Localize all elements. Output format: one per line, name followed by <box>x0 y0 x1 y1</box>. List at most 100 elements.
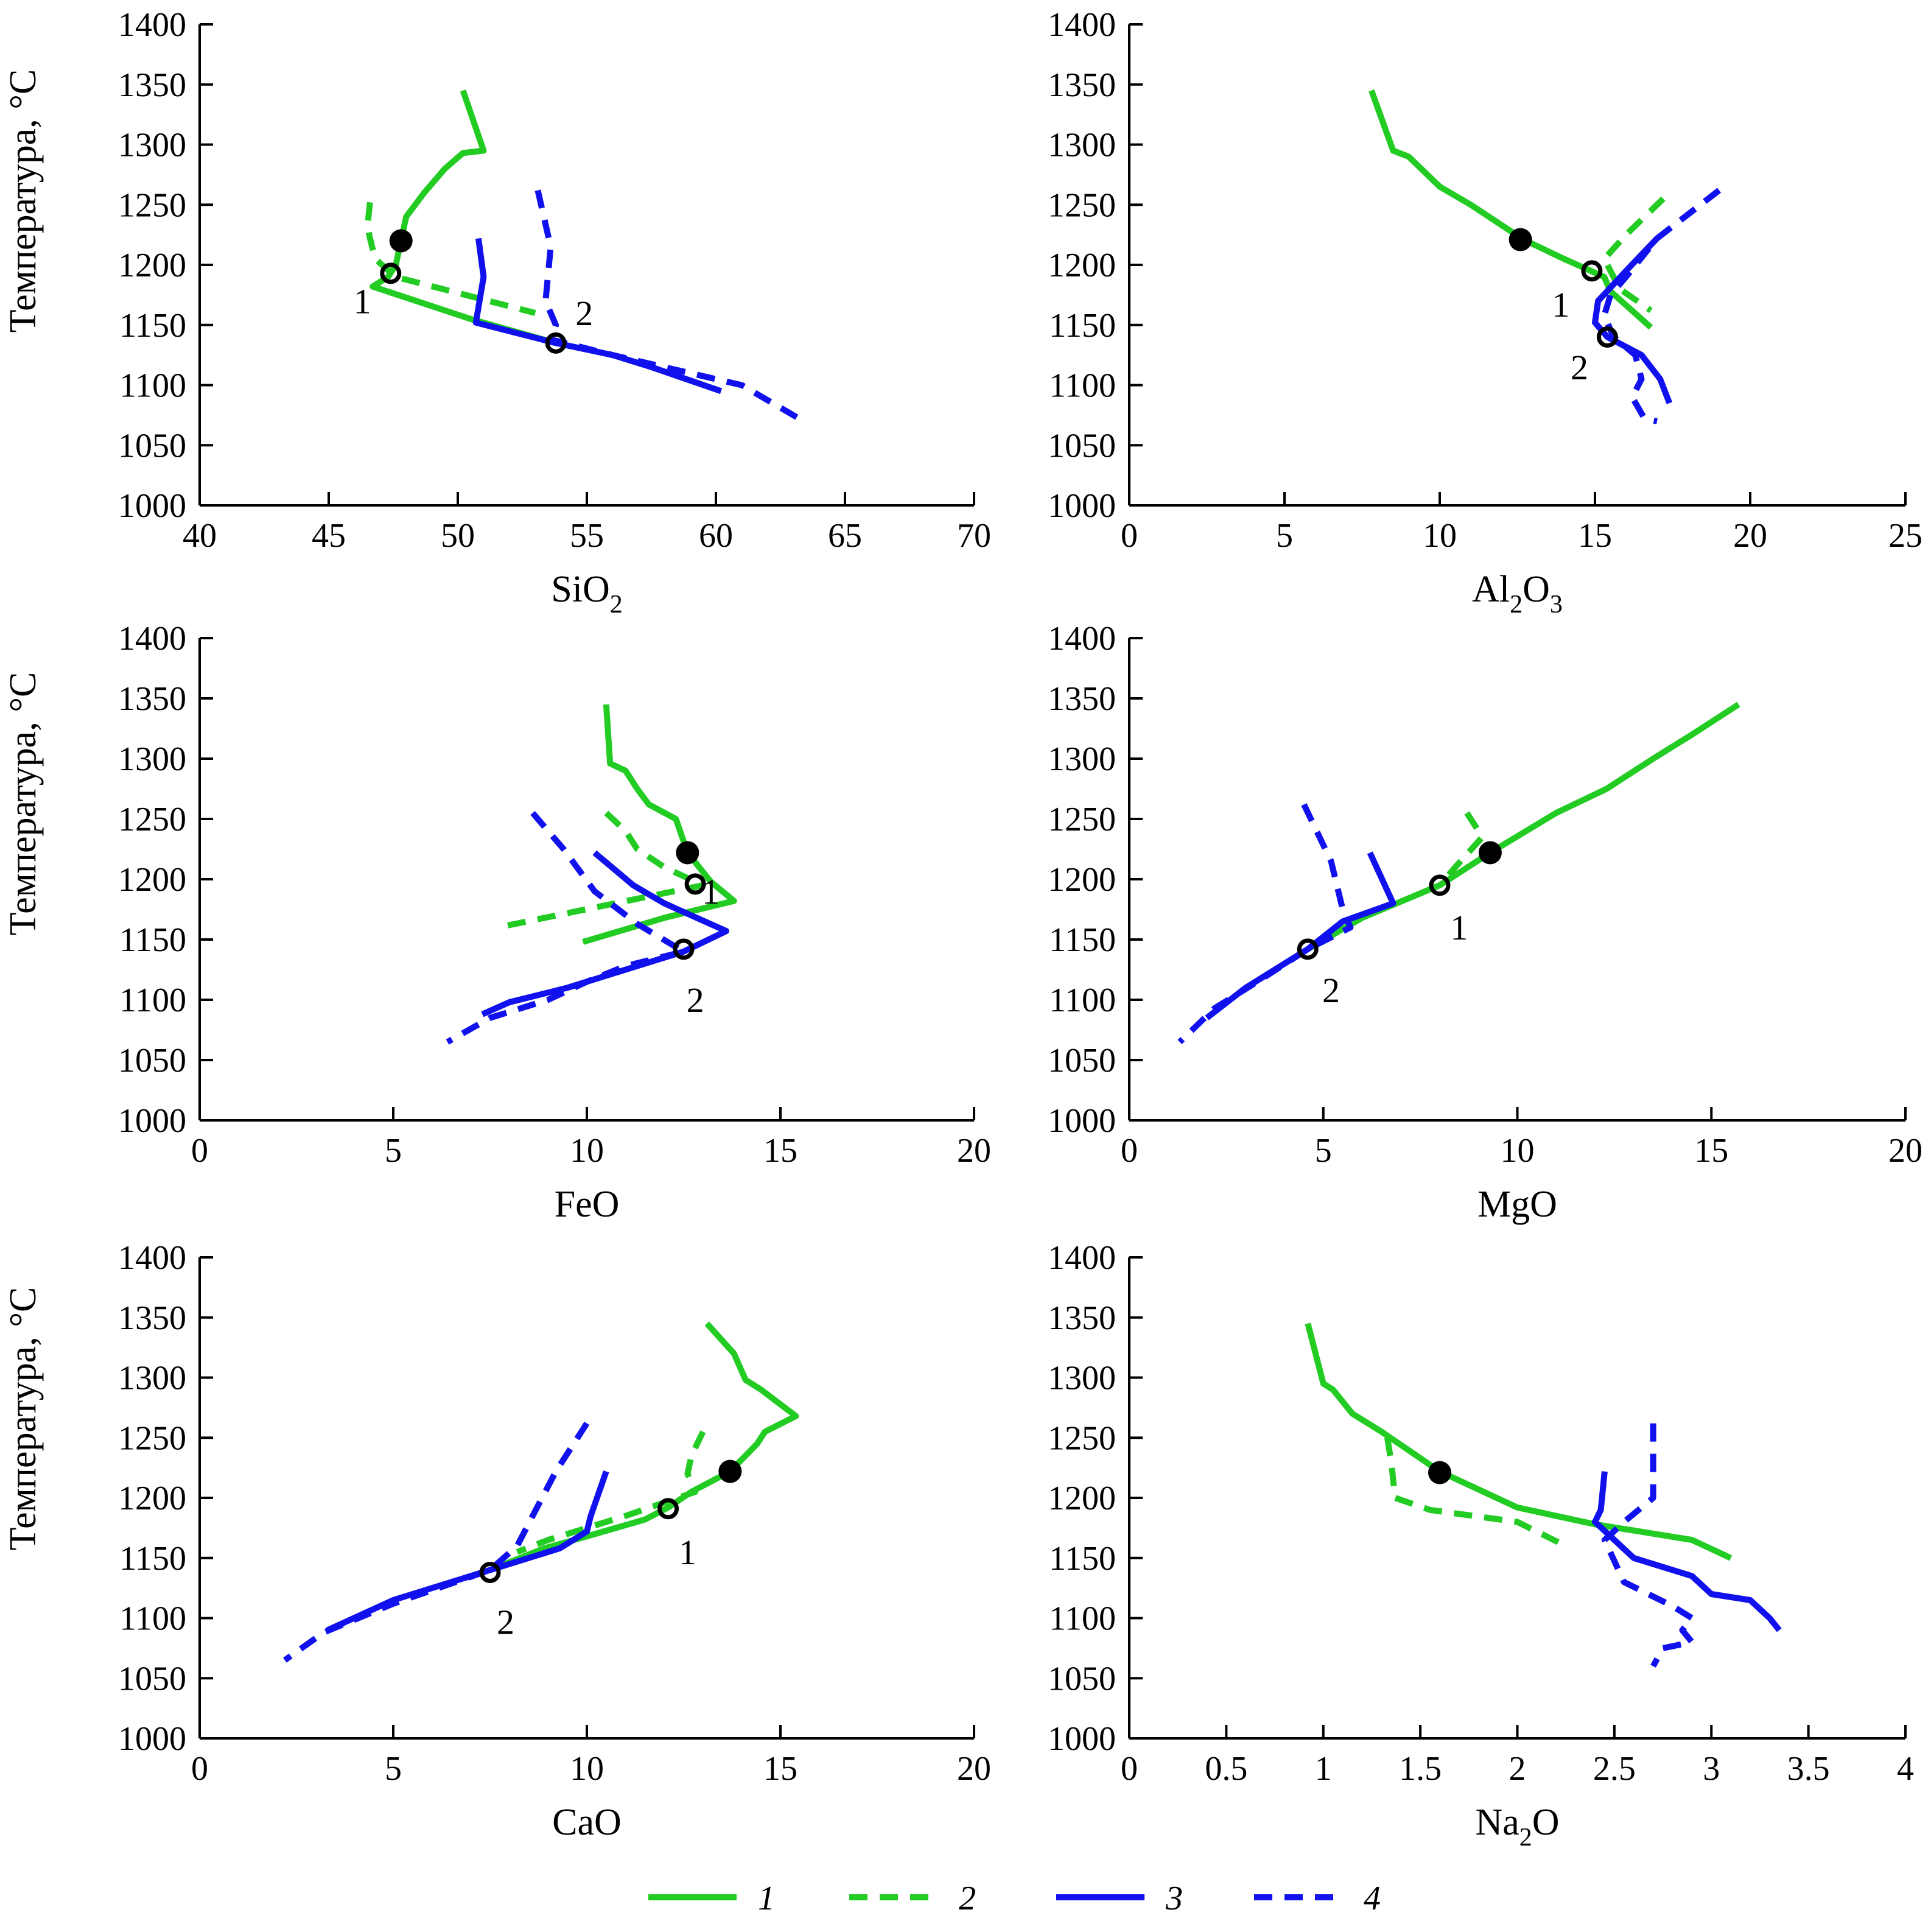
y-tick-label: 1100 <box>1049 1600 1116 1638</box>
x-tick-label: 60 <box>699 517 733 555</box>
series-line-4 <box>1177 803 1354 1044</box>
y-tick-label: 1150 <box>1049 921 1116 959</box>
x-tick-label: 5 <box>385 1750 402 1788</box>
x-tick-label: 0.5 <box>1205 1750 1247 1788</box>
x-tick-label: 20 <box>1733 517 1767 555</box>
y-tick-label: 1300 <box>1048 127 1116 164</box>
series-line-2 <box>1437 811 1486 888</box>
series-line-1 <box>370 89 557 346</box>
series-line-2 <box>516 1430 706 1555</box>
x-tick-label: 15 <box>763 1750 797 1788</box>
marker-open <box>380 262 402 284</box>
y-tick-label: 1200 <box>118 1480 186 1517</box>
x-tick-label: 70 <box>957 517 991 555</box>
y-tick-label: 1150 <box>119 307 186 345</box>
y-tick-label: 1000 <box>118 1102 186 1140</box>
marker-open <box>657 1498 679 1520</box>
point-label: 1 <box>1552 285 1569 325</box>
point-label: 2 <box>1571 348 1588 387</box>
y-tick-label: 1400 <box>118 620 186 658</box>
x-tick-label: 10 <box>570 1132 604 1170</box>
x-tick-label: 4 <box>1897 1750 1914 1788</box>
y-tick-label: 1100 <box>119 982 186 1019</box>
x-tick-label: 25 <box>1888 517 1922 555</box>
y-tick-label: 1200 <box>118 247 186 284</box>
y-tick-label: 1000 <box>118 487 186 525</box>
x-tick-label: 3 <box>1703 1750 1720 1788</box>
series-line-3 <box>472 237 723 395</box>
y-tick-label: 1350 <box>118 66 186 104</box>
x-tick-label: 0 <box>191 1132 208 1170</box>
marker-open <box>545 332 567 354</box>
point-label: 2 <box>687 980 704 1020</box>
y-tick-label: 1250 <box>1048 801 1116 838</box>
y-tick-label: 1300 <box>118 740 186 778</box>
y-tick-label: 1200 <box>1048 247 1116 284</box>
y-tick-label: 1300 <box>118 127 186 164</box>
y-tick-label: 1000 <box>118 1720 186 1758</box>
series-line-1 <box>489 1321 799 1573</box>
y-tick-label: 1300 <box>1048 1360 1116 1397</box>
y-tick-label: 1250 <box>118 186 186 224</box>
series-line-4 <box>534 189 805 424</box>
y-tick-label: 1350 <box>118 1299 186 1337</box>
series-line-3 <box>1205 851 1397 1020</box>
y-tick-label: 1350 <box>118 680 186 718</box>
y-tick-label: 1400 <box>118 1239 186 1277</box>
y-tick-label: 1400 <box>1048 6 1116 44</box>
legend-label-1: 1 <box>758 1880 775 1917</box>
y-axis-label-middle: Температура, °С <box>2 672 44 936</box>
x-tick-label: 15 <box>1578 517 1612 555</box>
y-tick-label: 1050 <box>1048 1042 1116 1080</box>
series-line-4 <box>282 1421 590 1663</box>
x-tick-label: 15 <box>1694 1132 1728 1170</box>
x-tick-label: 40 <box>183 517 217 555</box>
legend-label-3: 3 <box>1165 1880 1183 1917</box>
series-line-2 <box>1384 1437 1568 1549</box>
marker-open <box>1429 874 1451 896</box>
y-tick-label: 1300 <box>118 1360 186 1397</box>
point-label: 2 <box>497 1602 514 1642</box>
point-label: 2 <box>1322 971 1340 1010</box>
x-axis-title: CaO <box>552 1802 622 1843</box>
x-tick-label: 3.5 <box>1787 1750 1830 1788</box>
series-line-1 <box>1369 89 1653 330</box>
x-tick-label: 50 <box>441 517 475 555</box>
x-tick-label: 2 <box>1509 1750 1526 1788</box>
y-tick-label: 1350 <box>1048 66 1116 104</box>
marker-open <box>673 938 695 960</box>
y-tick-label: 1200 <box>118 861 186 899</box>
marker-open <box>1596 326 1618 348</box>
series-line-2 <box>364 202 536 316</box>
series-line-4 <box>1601 188 1722 424</box>
x-tick-label: 55 <box>570 517 604 555</box>
chart-cao: 1000 1050 1100 1150 1200 1250 1300 1350 1400 0 5 10… <box>118 1239 991 1843</box>
marker-filled <box>1509 228 1532 251</box>
y-tick-label: 1000 <box>1048 1720 1116 1758</box>
y-tick-label: 1150 <box>1049 1540 1116 1578</box>
y-tick-label: 1250 <box>118 1419 186 1457</box>
y-tick-label: 1350 <box>1048 1299 1116 1337</box>
x-tick-label: 2.5 <box>1593 1750 1636 1788</box>
x-tick-label: 15 <box>763 1132 797 1170</box>
chart-na2o: 1000 1050 1100 1150 1200 1250 1300 1350 1400 0 0.5… <box>1048 1239 1914 1852</box>
y-tick-label: 1050 <box>1048 1660 1116 1698</box>
x-tick-label: 10 <box>1423 517 1457 555</box>
point-label: 2 <box>575 293 593 333</box>
x-tick-label: 0 <box>1121 1132 1138 1170</box>
series-line-2 <box>497 810 706 931</box>
series-line-2 <box>1601 196 1666 314</box>
x-axis-title: MgO <box>1477 1184 1557 1225</box>
x-tick-label: 5 <box>1276 517 1293 555</box>
y-tick-label: 1000 <box>1048 487 1116 525</box>
series-line-4 <box>446 810 687 1045</box>
marker-open <box>1297 938 1319 960</box>
y-tick-label: 1200 <box>1048 861 1116 899</box>
x-tick-label: 0 <box>191 1750 208 1788</box>
y-tick-label: 1100 <box>119 367 186 405</box>
x-tick-label: 1.5 <box>1399 1750 1442 1788</box>
x-tick-label: 45 <box>312 517 346 555</box>
marker-open <box>684 873 706 895</box>
y-tick-label: 1400 <box>1048 620 1116 658</box>
